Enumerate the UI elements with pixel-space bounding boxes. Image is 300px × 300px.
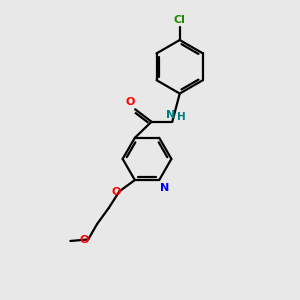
Text: O: O: [80, 235, 89, 245]
Text: N: N: [160, 183, 169, 193]
Text: N: N: [166, 110, 176, 120]
Text: O: O: [126, 97, 135, 107]
Text: Cl: Cl: [174, 15, 186, 25]
Text: H: H: [177, 112, 186, 122]
Text: O: O: [111, 187, 121, 197]
